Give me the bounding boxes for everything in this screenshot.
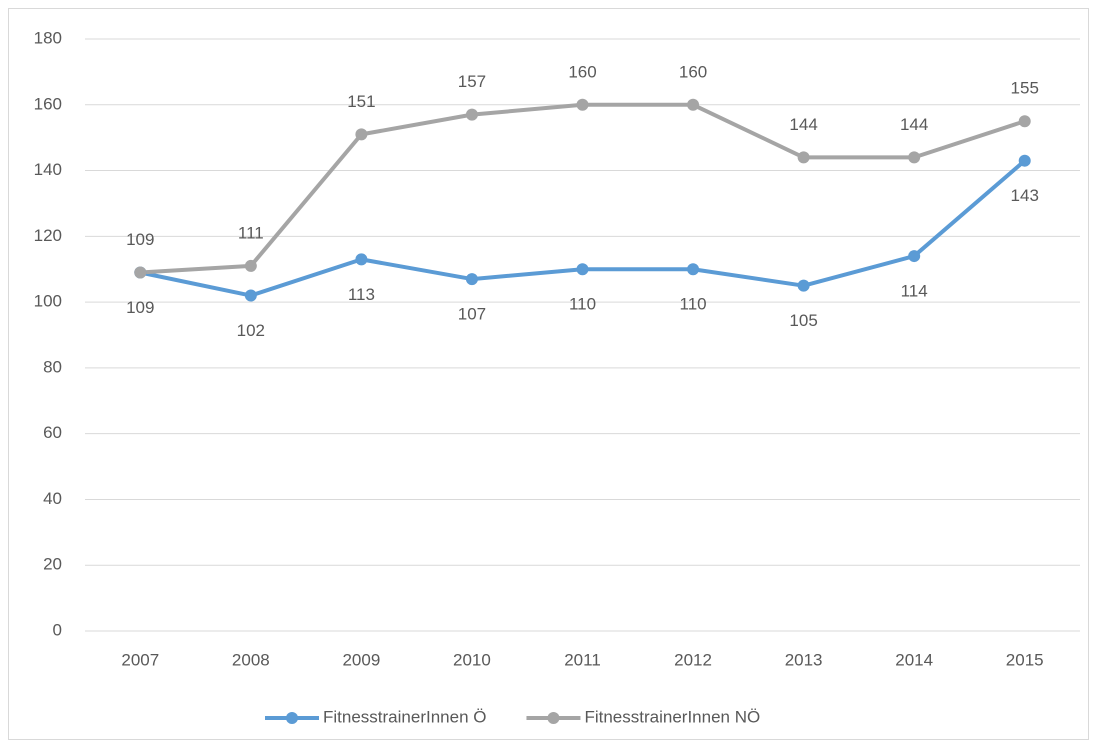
y-tick-label: 140 xyxy=(34,160,62,179)
x-tick-label: 2012 xyxy=(674,650,712,669)
data-point xyxy=(1018,154,1031,167)
data-label: 144 xyxy=(900,115,928,134)
y-tick-label: 60 xyxy=(43,423,62,442)
data-point xyxy=(687,263,700,276)
chart-frame xyxy=(8,8,1089,740)
x-tick-label: 2013 xyxy=(785,650,823,669)
x-tick-label: 2014 xyxy=(895,650,933,669)
y-tick-label: 20 xyxy=(43,555,62,574)
y-tick-label: 0 xyxy=(53,620,62,639)
data-label: 110 xyxy=(569,295,596,314)
data-point xyxy=(244,289,257,302)
data-point xyxy=(355,128,368,141)
x-tick-label: 2009 xyxy=(342,650,380,669)
data-label: 151 xyxy=(347,92,375,111)
data-point xyxy=(908,250,921,263)
data-point xyxy=(355,253,368,266)
data-label: 157 xyxy=(458,72,486,91)
data-label: 143 xyxy=(1011,186,1039,205)
data-point xyxy=(797,279,810,292)
y-tick-label: 120 xyxy=(34,226,62,245)
y-tick-label: 100 xyxy=(34,292,62,311)
data-label: 107 xyxy=(458,305,486,324)
data-label: 110 xyxy=(680,295,707,314)
data-label: 160 xyxy=(568,62,596,81)
data-point xyxy=(465,108,478,121)
data-label: 155 xyxy=(1011,79,1039,98)
data-point xyxy=(465,273,478,286)
y-tick-label: 160 xyxy=(34,94,62,113)
legend-marker xyxy=(286,712,298,724)
data-label: 111 xyxy=(238,223,264,242)
legend-label: FitnesstrainerInnen NÖ xyxy=(584,707,760,726)
data-label: 160 xyxy=(679,62,707,81)
y-tick-label: 40 xyxy=(43,489,62,508)
data-point xyxy=(1018,115,1031,128)
data-label: 114 xyxy=(901,282,928,301)
data-point xyxy=(687,98,700,111)
legend-label: FitnesstrainerInnen Ö xyxy=(323,707,486,726)
y-tick-label: 80 xyxy=(43,357,62,376)
legend-marker xyxy=(547,712,560,724)
x-tick-label: 2015 xyxy=(1006,650,1044,669)
x-tick-label: 2011 xyxy=(564,650,601,669)
data-label: 109 xyxy=(126,230,154,249)
x-tick-label: 2007 xyxy=(121,650,159,669)
data-label: 109 xyxy=(126,298,154,317)
data-point xyxy=(244,259,257,272)
x-tick-label: 2008 xyxy=(232,650,270,669)
data-label: 144 xyxy=(789,115,817,134)
y-tick-label: 180 xyxy=(34,28,62,47)
data-point xyxy=(797,151,810,164)
x-tick-label: 2010 xyxy=(453,650,491,669)
data-label: 105 xyxy=(789,311,817,330)
data-label: 102 xyxy=(237,321,265,340)
data-point xyxy=(576,98,589,111)
data-label: 113 xyxy=(348,285,375,304)
data-point xyxy=(134,266,147,279)
data-point xyxy=(908,151,921,164)
data-point xyxy=(576,263,589,276)
